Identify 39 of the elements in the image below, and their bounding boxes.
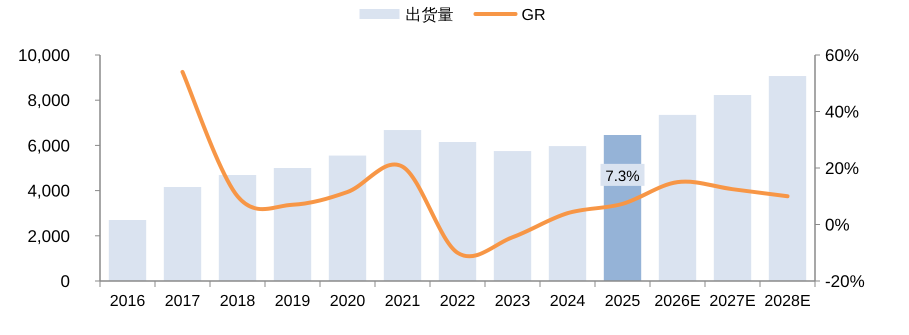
legend-label: GR: [522, 7, 546, 24]
bar: [274, 168, 312, 281]
x-tick-label: 2020: [330, 293, 366, 310]
y-tick-label: 6,000: [27, 136, 70, 156]
x-tick-label: 2021: [384, 293, 420, 310]
x-tick-label: 2022: [440, 293, 476, 310]
y2-tick-label: 60%: [825, 46, 860, 65]
y-tick-label: 2,000: [27, 226, 70, 246]
y-tick-label: 0: [60, 272, 70, 291]
bar: [768, 76, 806, 281]
bar: [548, 146, 586, 281]
bar: [328, 156, 366, 281]
bar: [658, 114, 696, 281]
y2-tick-label: 40%: [825, 102, 860, 122]
legend-label: 出货量: [406, 6, 454, 24]
x-tick-label: 2018: [220, 293, 256, 310]
x-tick-label: 2016: [110, 293, 146, 310]
bar: [384, 130, 422, 281]
y-tick-label: 8,000: [27, 91, 70, 110]
bar: [438, 142, 476, 281]
y-tick-label: 4,000: [27, 182, 70, 201]
bar: [218, 175, 256, 281]
bar: [714, 95, 752, 281]
y2-tick-label: -20%: [825, 272, 865, 291]
y2-tick-label: 20%: [825, 159, 860, 178]
bar: [164, 186, 202, 281]
bar: [494, 151, 532, 281]
x-tick-label: 2025: [604, 293, 640, 310]
x-tick-label: 2026E: [654, 293, 701, 310]
data-label: 7.3%: [605, 168, 640, 185]
x-tick-label: 2017: [164, 293, 200, 310]
x-tick-label: 2023: [494, 293, 530, 310]
x-tick-label: 2019: [274, 293, 310, 310]
x-tick-label: 2024: [550, 293, 586, 310]
y-tick-label: 10,000: [18, 46, 70, 65]
bar: [108, 220, 146, 281]
y2-tick-label: 0%: [825, 216, 850, 234]
x-tick-label: 2028E: [764, 293, 811, 310]
x-tick-label: 2027E: [709, 293, 756, 310]
